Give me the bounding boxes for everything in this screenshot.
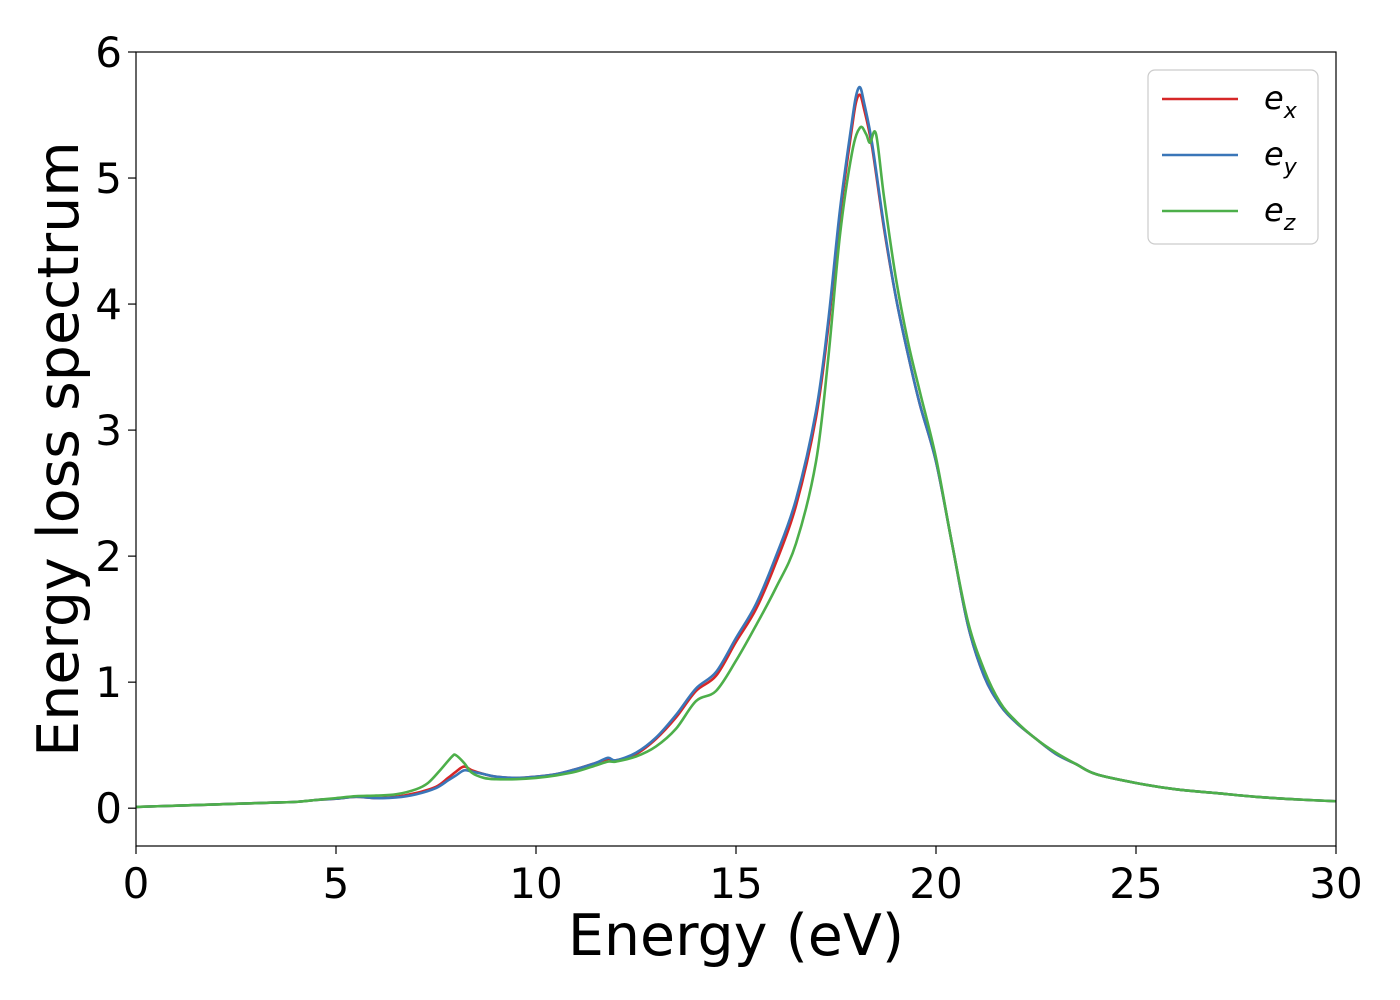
x-axis: 0 5 10 15 20 25 30	[123, 846, 1363, 908]
y-tick-label: 1	[95, 658, 122, 707]
x-tick-label: 25	[1109, 859, 1162, 908]
x-tick-label: 20	[909, 859, 962, 908]
y-tick-label: 6	[95, 28, 122, 77]
y-axis-title: Energy loss spectrum	[26, 141, 92, 757]
y-tick-label: 0	[95, 784, 122, 833]
legend-box	[1147, 69, 1319, 245]
legend: ex ey ez	[1147, 69, 1319, 245]
series-layer	[136, 85, 1336, 809]
series-line-e_z	[136, 125, 1336, 809]
legend-label: ez	[1264, 191, 1296, 236]
series-line-e_y	[136, 85, 1336, 809]
y-tick-label: 2	[95, 532, 122, 581]
y-tick-label: 5	[95, 154, 122, 203]
x-tick-label: 10	[509, 859, 562, 908]
legend-label: ey	[1264, 135, 1298, 180]
y-tick-label: 4	[95, 280, 122, 329]
x-tick-label: 30	[1309, 859, 1362, 908]
legend-label: ex	[1264, 79, 1298, 124]
x-tick-label: 15	[709, 859, 762, 908]
x-tick-label: 0	[123, 859, 150, 908]
y-axis: 0 1 2 3 4 5 6	[95, 28, 136, 833]
x-tick-label: 5	[323, 859, 350, 908]
x-axis-title: Energy (eV)	[568, 903, 904, 969]
y-tick-label: 3	[95, 406, 122, 455]
